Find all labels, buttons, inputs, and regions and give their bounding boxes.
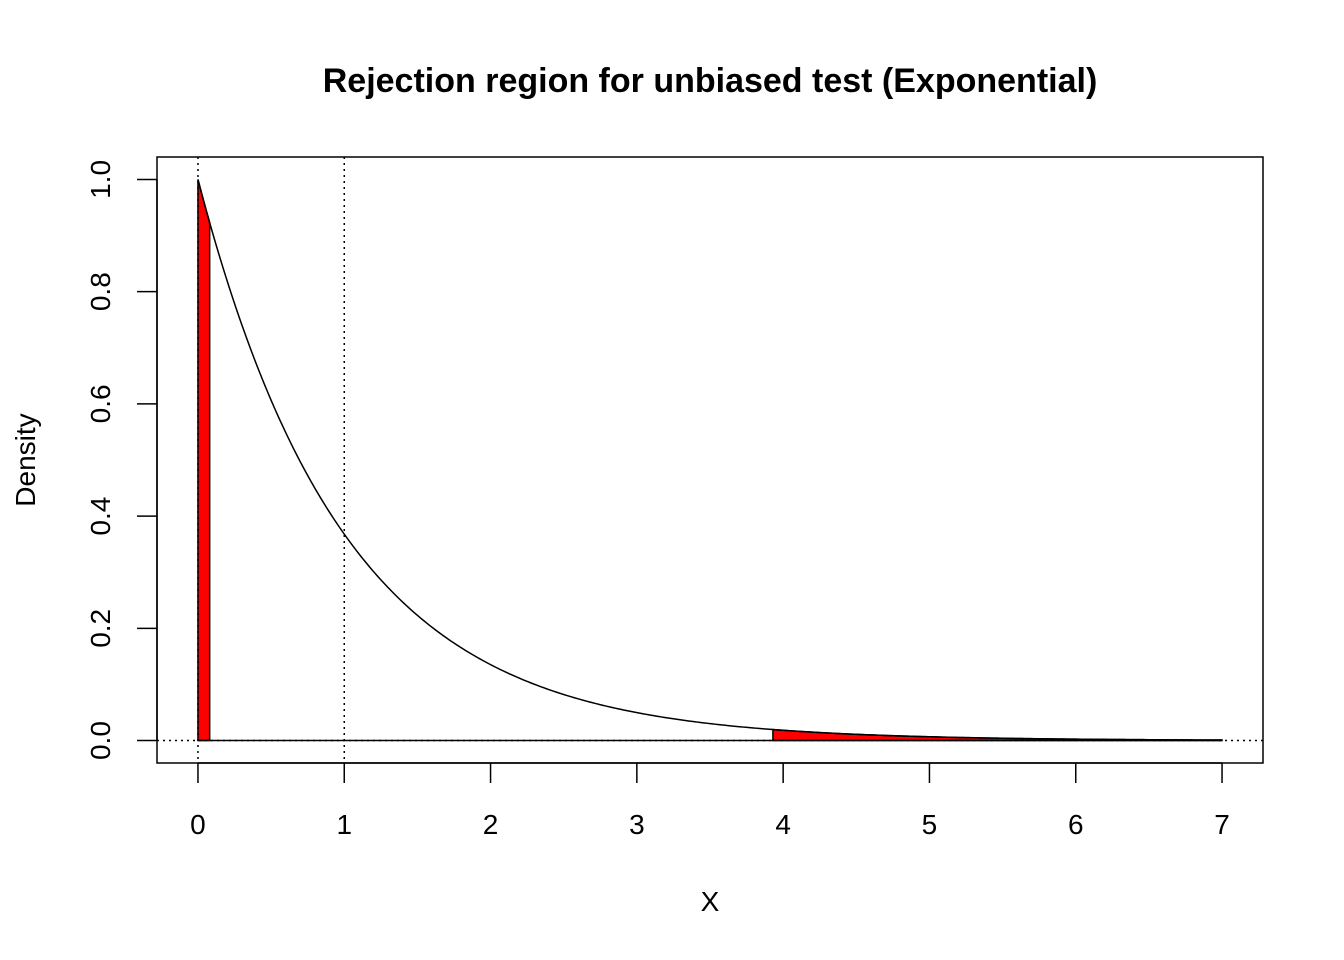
- x-tick-label: 3: [629, 809, 645, 840]
- y-tick-label: 0.4: [85, 497, 116, 536]
- x-tick-label: 0: [190, 809, 206, 840]
- y-tick-label: 0.6: [85, 384, 116, 423]
- y-tick-label: 0.0: [85, 721, 116, 760]
- rejection-region-1: [197, 179, 211, 742]
- x-tick-label: 6: [1068, 809, 1084, 840]
- y-axis-label: Density: [10, 413, 41, 506]
- y-tick-label: 0.8: [85, 272, 116, 311]
- x-tick-label: 1: [336, 809, 352, 840]
- x-tick-label: 7: [1214, 809, 1230, 840]
- plot-frame: [156, 156, 1264, 764]
- x-tick-label: 2: [483, 809, 499, 840]
- x-tick-label: 5: [922, 809, 938, 840]
- x-axis-label: X: [701, 886, 720, 917]
- chart-title: Rejection region for unbiased test (Expo…: [323, 62, 1098, 100]
- plot-area: 0 1 2 3 4 5 6 7 0.0 0.2 0.4 0.6 0.8 1.0: [85, 156, 1264, 840]
- y-tick-label: 1.0: [85, 160, 116, 199]
- x-tick-label: 4: [775, 809, 791, 840]
- density-curve: [197, 179, 1223, 741]
- y-tick-label: 0.2: [85, 609, 116, 648]
